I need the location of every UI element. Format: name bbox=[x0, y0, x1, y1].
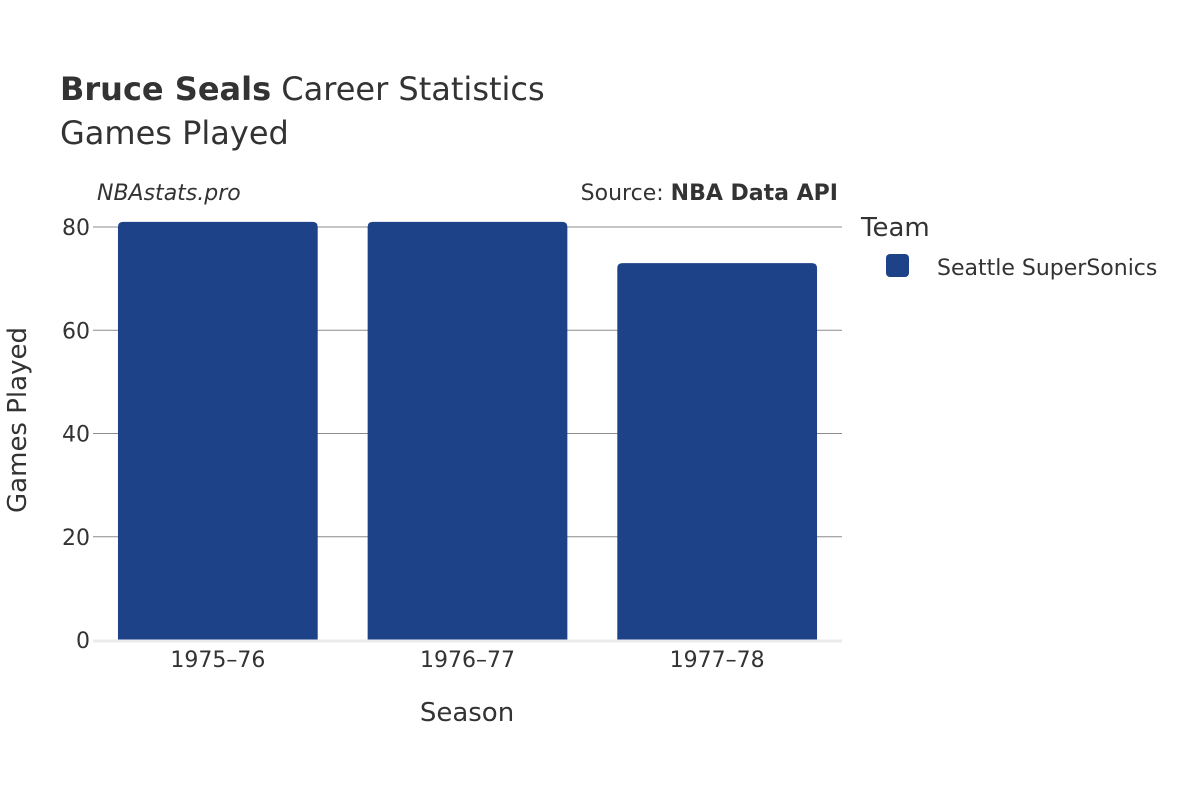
bar-1976–77[interactable] bbox=[367, 221, 568, 640]
x-tick-label-1977–78: 1977–78 bbox=[670, 648, 765, 673]
site-credit: NBAstats.pro bbox=[97, 181, 241, 206]
bar-1975–76[interactable] bbox=[117, 221, 318, 640]
y-tick-label-60: 60 bbox=[62, 319, 90, 344]
bar-1977–78[interactable] bbox=[617, 263, 818, 640]
bar-layer bbox=[117, 221, 818, 640]
chart-title-player: Bruce Seals bbox=[60, 70, 271, 108]
source-name: NBA Data API bbox=[671, 181, 838, 206]
y-tick-label-20: 20 bbox=[62, 526, 90, 551]
source-prefix: Source: bbox=[581, 181, 664, 206]
source-credit: Source: NBA Data API bbox=[581, 181, 838, 206]
legend-label-seattle-supersonics[interactable]: Seattle SuperSonics bbox=[937, 256, 1157, 281]
legend-title: Team bbox=[860, 213, 930, 243]
x-tick-label-1975–76: 1975–76 bbox=[170, 648, 265, 673]
y-axis-title: Games Played bbox=[3, 327, 33, 513]
x-axis-title: Season bbox=[420, 698, 514, 728]
y-tick-label-40: 40 bbox=[62, 423, 90, 448]
chart-subtitle: Games Played bbox=[60, 114, 289, 152]
chart-title: Bruce Seals Career Statistics bbox=[60, 70, 545, 108]
axis-layer: 0 20 40 60 80 1975–76 1976–77 1977–78 bbox=[62, 216, 842, 673]
y-tick-label-0: 0 bbox=[76, 629, 90, 654]
legend-swatch-seattle-supersonics[interactable] bbox=[886, 254, 909, 277]
x-tick-label-1976–77: 1976–77 bbox=[420, 648, 515, 673]
chart-title-suffix: Career Statistics bbox=[281, 70, 544, 108]
y-tick-label-80: 80 bbox=[62, 216, 90, 241]
